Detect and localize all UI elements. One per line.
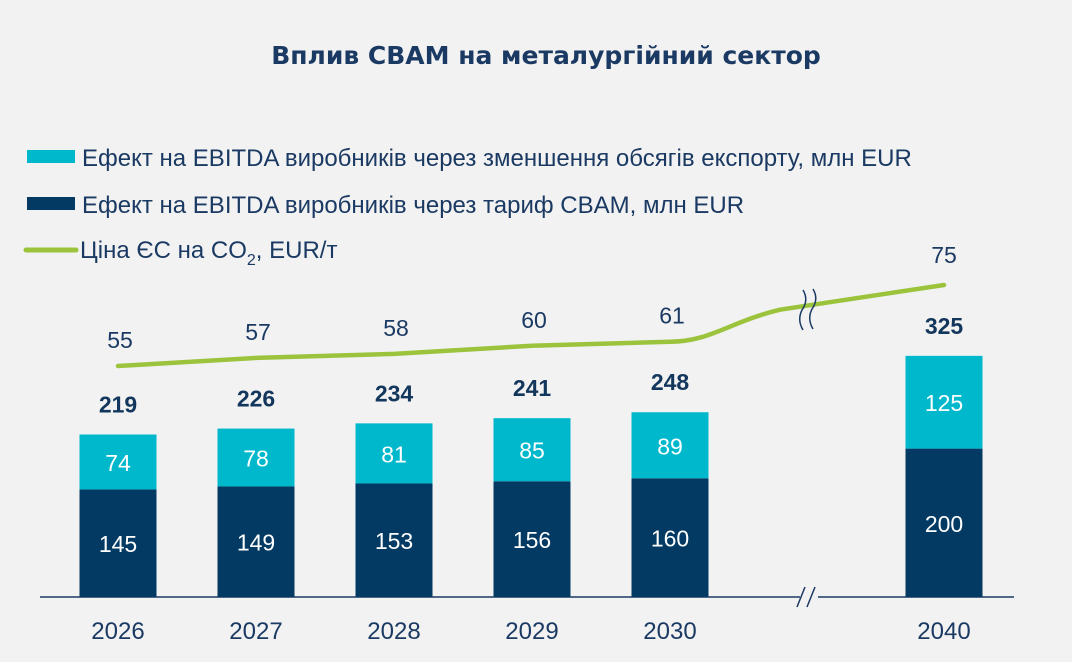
bar-tariff-2026 <box>79 489 157 597</box>
bar-export-2026 <box>79 434 157 490</box>
label-export-2028: 81 <box>381 441 407 467</box>
bar-tariff-2030 <box>631 478 709 597</box>
x-tick-2040: 2040 <box>917 618 970 645</box>
price-label-2029: 60 <box>521 307 547 333</box>
label-total-2030: 248 <box>651 369 690 395</box>
label-export-2027: 78 <box>243 446 269 472</box>
price-label-2028: 58 <box>383 315 409 341</box>
bar-tariff-2029 <box>493 481 571 597</box>
label-tariff-2027: 149 <box>237 530 275 556</box>
label-tariff-2030: 160 <box>651 526 689 552</box>
label-tariff-2028: 153 <box>375 528 413 554</box>
label-export-2030: 89 <box>657 433 683 459</box>
label-export-2026: 74 <box>105 450 131 476</box>
price-label-2040: 75 <box>931 242 957 268</box>
label-total-2040: 325 <box>925 313 964 339</box>
x-tick-2027: 2027 <box>229 618 282 645</box>
bar-export-2027 <box>217 428 295 487</box>
legend-label-price: Ціна ЄС на CO2, EUR/т <box>80 237 337 269</box>
x-tick-2030: 2030 <box>643 618 696 645</box>
legend-swatch-export <box>27 150 75 163</box>
legend-label-tariff: Ефект на EBITDA виробників через тариф C… <box>82 192 744 219</box>
bar-tariff-2027 <box>217 486 295 597</box>
label-total-2026: 219 <box>99 392 137 418</box>
label-total-2028: 234 <box>375 380 414 406</box>
bar-export-2029 <box>493 418 571 482</box>
legend-swatch-tariff <box>27 197 75 210</box>
bar-export-2040 <box>905 355 983 449</box>
price-label-2030: 61 <box>659 303 685 329</box>
bar-export-2028 <box>355 423 433 484</box>
price-label-2026: 55 <box>107 327 133 353</box>
legend-price-tail: , EUR/т <box>256 237 338 264</box>
axis-break-icon <box>796 586 816 608</box>
label-total-2029: 241 <box>513 375 552 401</box>
legend-label-export: Ефект на EBITDA виробників через зменшен… <box>82 145 912 172</box>
label-export-2029: 85 <box>519 438 545 464</box>
label-tariff-2026: 145 <box>99 531 137 557</box>
x-tick-2026: 2026 <box>91 618 144 645</box>
line-break-icon <box>799 288 817 331</box>
x-tick-2029: 2029 <box>505 618 558 645</box>
legend-price-sub: 2 <box>247 252 256 269</box>
price-line <box>115 282 947 369</box>
price-label-2027: 57 <box>245 319 271 345</box>
legend-price-main: Ціна ЄС на CO <box>80 237 247 264</box>
label-tariff-2029: 156 <box>513 527 551 553</box>
bar-tariff-2040 <box>905 448 983 597</box>
label-export-2040: 125 <box>925 390 963 416</box>
chart-title: Вплив CBAM на металургійний сектор <box>271 41 821 70</box>
bar-tariff-2028 <box>355 483 433 597</box>
label-total-2027: 226 <box>237 386 275 412</box>
bar-export-2030 <box>631 412 709 479</box>
legend: Ефект на EBITDA виробників через зменшен… <box>23 145 912 269</box>
x-tick-2028: 2028 <box>367 618 420 645</box>
label-tariff-2040: 200 <box>925 511 963 537</box>
